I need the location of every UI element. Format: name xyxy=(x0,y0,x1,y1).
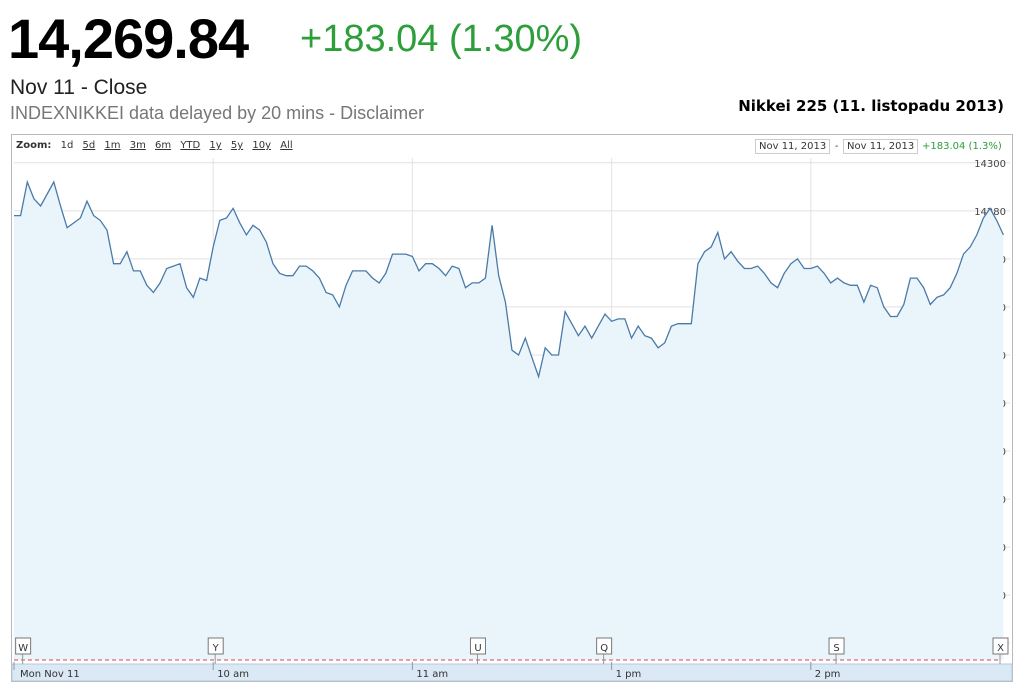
x-axis-strip xyxy=(11,663,1013,682)
x-tick-label: 2 pm xyxy=(815,669,841,680)
zoom-6m[interactable]: 6m xyxy=(155,140,172,151)
news-marker-flag xyxy=(207,637,224,655)
range-change: +183.04 (1.3%) xyxy=(922,141,1002,152)
x-tick-label: Mon Nov 11 xyxy=(20,669,80,680)
news-marker-letter: U xyxy=(474,643,481,654)
news-marker-flag xyxy=(992,637,1009,655)
news-marker-letter: Q xyxy=(600,643,608,654)
zoom-5d[interactable]: 5d xyxy=(82,140,96,151)
series-area xyxy=(14,182,1004,660)
x-tick-label: 1 pm xyxy=(616,669,642,680)
news-marker-letter: S xyxy=(833,643,839,654)
price-change: +183.04 (1.30%) xyxy=(300,18,583,60)
zoom-label: Zoom: xyxy=(16,140,52,151)
zoom-1d[interactable]: 1d xyxy=(60,140,74,151)
index-price: 14,269.84 xyxy=(8,7,249,70)
news-marker-letter: W xyxy=(18,643,28,654)
news-marker-letter: Y xyxy=(212,643,220,654)
news-marker-flag xyxy=(828,637,845,655)
delay-notice-text: INDEXNIKKEI data delayed by 20 mins - xyxy=(10,103,341,123)
zoom-1m[interactable]: 1m xyxy=(104,140,121,151)
disclaimer-link[interactable]: Disclaimer xyxy=(340,103,425,123)
zoom-3m[interactable]: 3m xyxy=(129,140,146,151)
zoom-10y[interactable]: 10y xyxy=(252,140,272,151)
range-start-input[interactable]: Nov 11, 2013 xyxy=(755,139,831,154)
series-line xyxy=(14,179,1004,379)
news-marker-flag xyxy=(469,637,486,655)
range-end-input[interactable]: Nov 11, 2013 xyxy=(843,139,919,154)
news-marker-flag xyxy=(596,637,613,655)
zoom-1y[interactable]: 1y xyxy=(209,140,222,151)
x-tick-label: 10 am xyxy=(217,669,249,680)
zoom-bar: Zoom: 1d 5d 1m 3m 6m YTD 1y 5y 10y All xyxy=(16,140,299,151)
news-marker-flag xyxy=(15,637,32,655)
date-close-label: Nov 11 - Close xyxy=(10,76,148,99)
x-tick-label: 11 am xyxy=(416,669,448,680)
news-marker-letter: X xyxy=(997,643,1004,654)
chart-title: Nikkei 225 (11. listopadu 2013) xyxy=(738,97,1004,115)
y-tick-label: 14300 xyxy=(974,159,1006,170)
zoom-ytd[interactable]: YTD xyxy=(180,140,201,151)
range-separator: - xyxy=(835,141,839,152)
zoom-5y[interactable]: 5y xyxy=(230,140,244,151)
zoom-all[interactable]: All xyxy=(280,140,293,151)
delay-notice: INDEXNIKKEI data delayed by 20 mins - Di… xyxy=(10,103,424,124)
